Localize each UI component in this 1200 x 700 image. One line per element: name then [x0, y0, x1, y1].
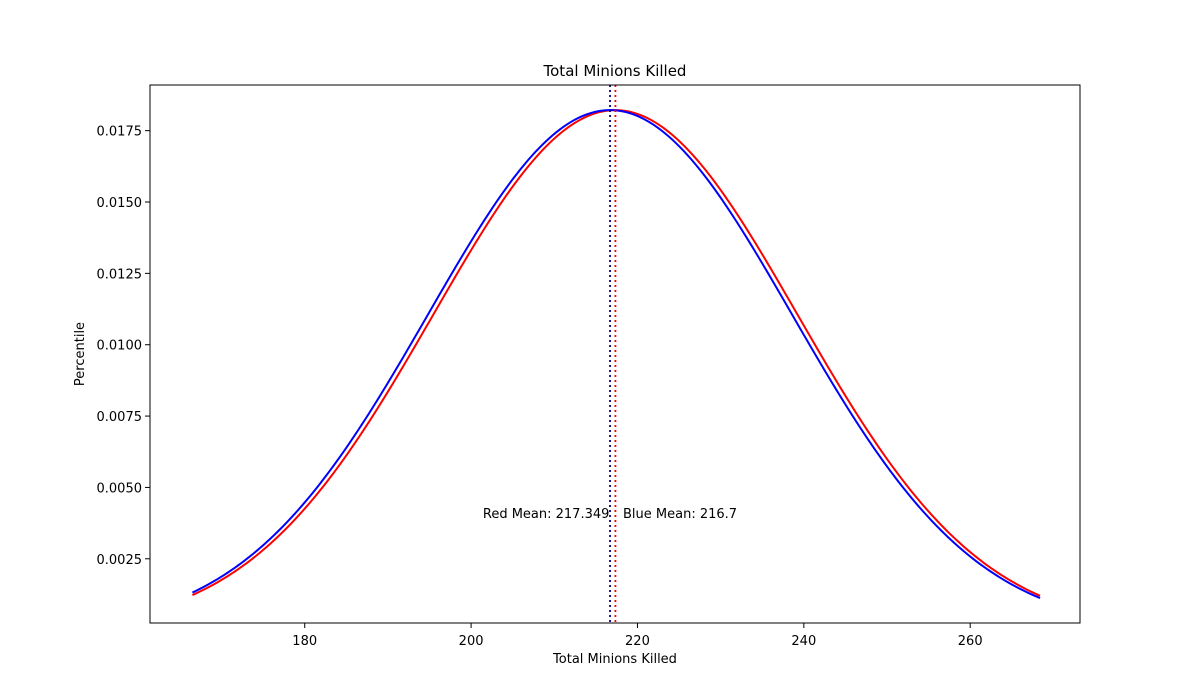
y-tick-label: 0.0075 — [97, 410, 143, 425]
x-tick-label: 200 — [459, 634, 484, 649]
y-axis-ticks: 0.0025 0.0050 0.0075 0.0100 0.0125 0.0150 0.01… — [97, 125, 150, 568]
y-tick-label: 0.0150 — [97, 196, 143, 211]
x-axis-label: Total Minions Killed — [552, 652, 677, 667]
y-tick-label: 0.0175 — [97, 125, 143, 140]
red-mean-annotation: Red Mean: 217.349 — [483, 507, 610, 522]
x-axis-ticks: 180 200 220 240 260 — [292, 623, 983, 649]
y-tick-label: 0.0125 — [97, 267, 143, 282]
plot-area: Red Mean: 217.349 Blue Mean: 216.7 — [191, 85, 1041, 623]
axes-frame — [149, 84, 1081, 624]
y-axis-label: Percentile — [73, 322, 88, 386]
y-tick-label: 0.0100 — [97, 339, 143, 354]
x-tick-label: 180 — [292, 634, 317, 649]
y-tick-label: 0.0025 — [97, 553, 143, 568]
y-tick-label: 0.0050 — [97, 481, 143, 496]
x-tick-label: 240 — [791, 634, 816, 649]
x-tick-label: 260 — [958, 634, 983, 649]
x-tick-label: 220 — [625, 634, 650, 649]
chart-title: Total Minions Killed — [543, 62, 687, 80]
blue-mean-annotation: Blue Mean: 216.7 — [623, 507, 737, 522]
